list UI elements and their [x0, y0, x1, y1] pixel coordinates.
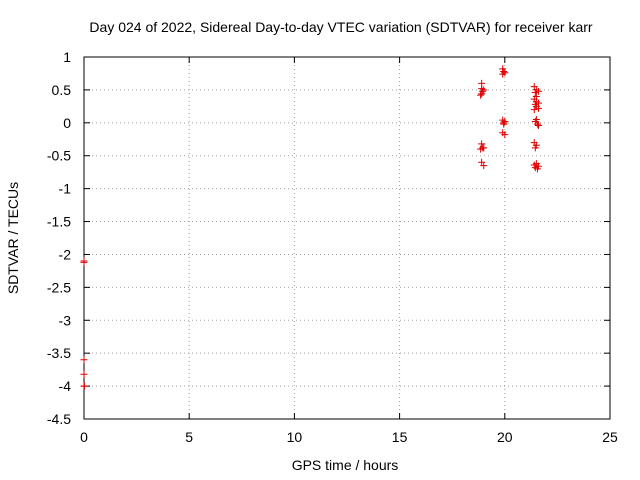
y-axis-label: SDTVAR / TECUs: [5, 182, 21, 294]
x-tick-label: 0: [80, 429, 88, 445]
data-point: [480, 162, 488, 170]
data-point: [531, 89, 539, 97]
x-tick-label: 10: [287, 429, 303, 445]
data-point: [80, 356, 88, 364]
grid: [84, 57, 610, 419]
y-tick-label: -3.5: [47, 345, 71, 361]
y-tick-label: -4.5: [47, 411, 71, 427]
data-point: [533, 165, 541, 173]
y-tick-label: -2: [59, 246, 72, 262]
y-tick-label: -0.5: [47, 148, 71, 164]
y-tick-label: -1: [59, 181, 72, 197]
y-tick-label: -4: [59, 378, 72, 394]
y-tick-label: 0.5: [52, 82, 72, 98]
data-point: [501, 131, 509, 139]
x-axis-label: GPS time / hours: [292, 457, 399, 473]
data-point: [478, 140, 486, 148]
y-tick-label: -1.5: [47, 214, 71, 230]
y-tick-label: 0: [63, 115, 71, 131]
x-tick-label: 5: [185, 429, 193, 445]
x-tick-label: 15: [392, 429, 408, 445]
data-point: [80, 258, 88, 266]
axis-ticks: 0 5 10 15 20 25 1 0.5 0 -0.5 -1 -1.5 -2 -2.5 -3 -3.5 -4 -…: [47, 49, 618, 445]
x-tick-label: 20: [497, 429, 513, 445]
data-point: [477, 91, 485, 99]
data-point: [477, 145, 485, 153]
data-point: [533, 120, 541, 128]
data-point: [80, 370, 88, 378]
data-point: [534, 121, 542, 129]
data-point: [501, 69, 509, 77]
chart-title: Day 024 of 2022, Sidereal Day-to-day VTE…: [89, 19, 592, 35]
data-point: [530, 106, 538, 114]
data-point: [480, 144, 488, 152]
data-point: [531, 144, 539, 152]
data-point: [80, 382, 88, 390]
y-tick-label: -2.5: [47, 279, 71, 295]
data-point: [480, 86, 488, 94]
y-tick-label: 1: [63, 49, 71, 65]
data-point: [478, 90, 486, 98]
y-tick-label: -3: [59, 312, 72, 328]
data-point: [534, 104, 542, 112]
data-points: [80, 65, 542, 390]
x-tick-label: 25: [602, 429, 618, 445]
data-point: [534, 87, 542, 95]
data-point: [500, 120, 508, 128]
plot-frame: [83, 56, 611, 420]
